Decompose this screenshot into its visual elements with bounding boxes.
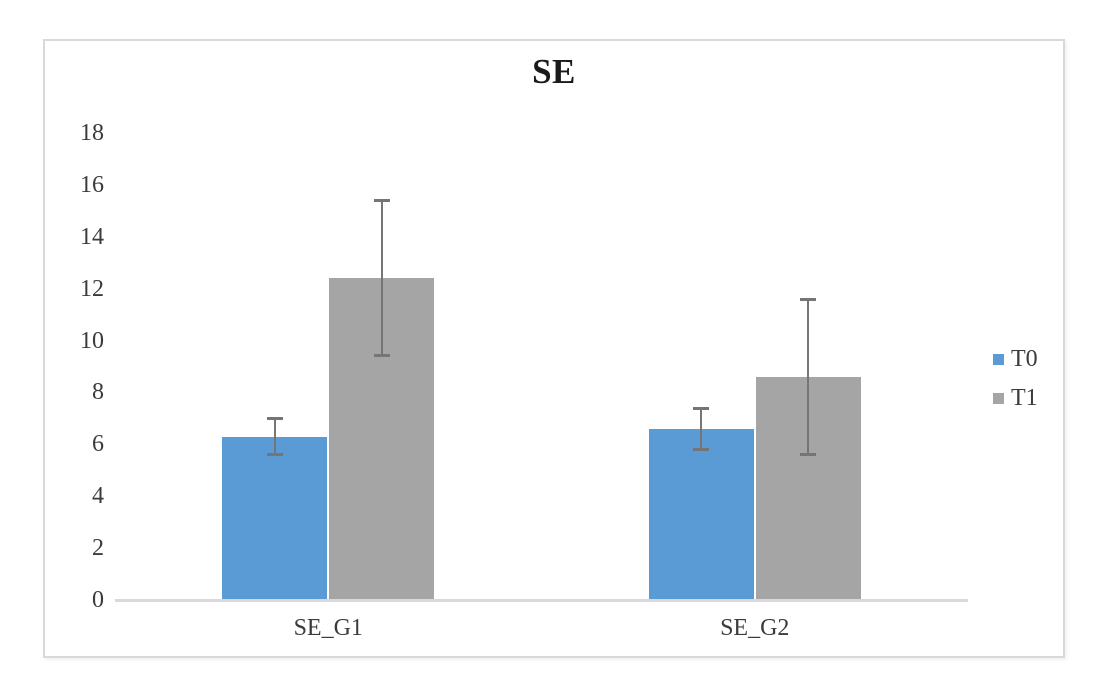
legend-label-T1: T1 [1011,385,1038,412]
legend-entry-T1: T1 [993,385,1038,411]
legend-marker-T0 [993,353,1004,365]
legend-marker-T1 [993,393,1004,405]
legend: T0 T1 [993,346,1038,412]
chart-frame [43,39,1065,658]
chart-title: SE [532,52,576,91]
legend-entry-T0: T0 [993,346,1038,372]
legend-label-T0: T0 [1011,346,1038,372]
